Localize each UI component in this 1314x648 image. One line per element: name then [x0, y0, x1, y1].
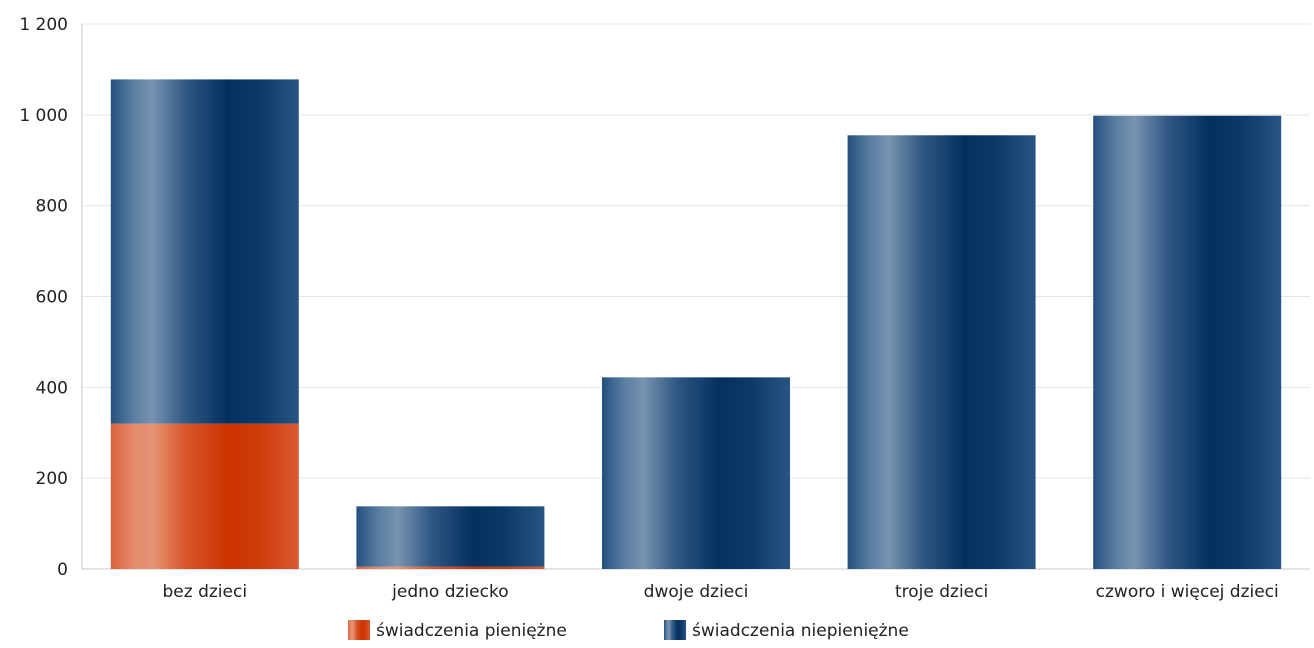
y-tick-label: 0 [57, 560, 68, 580]
y-tick-labels: 0 200 400 600 800 1 000 1 200 [19, 15, 68, 580]
y-tick-label: 1 000 [19, 106, 68, 126]
y-tick-label: 800 [36, 197, 68, 217]
y-tick-label: 400 [36, 378, 68, 398]
legend-label: świadczenia pieniężne [376, 621, 567, 641]
x-tick-label: jedno dziecko [391, 582, 508, 602]
bar-niepieniezne [356, 506, 545, 567]
legend-label: świadczenia niepieniężne [692, 621, 909, 641]
x-tick-label: bez dzieci [163, 582, 248, 602]
legend-swatch [664, 620, 686, 640]
bar-pieniezne [110, 423, 299, 569]
y-tick-label: 600 [36, 288, 68, 308]
bar-niepieniezne [602, 377, 790, 569]
y-tick-label: 1 200 [19, 15, 68, 35]
x-tick-label: dwoje dzieci [644, 582, 749, 602]
bar-niepieniezne [847, 135, 1036, 570]
bar-niepieniezne [1093, 115, 1282, 569]
bar-niepieniezne [110, 79, 299, 424]
x-tick-labels: bez dzieci jedno dziecko dwoje dzieci troje… [163, 582, 1279, 602]
legend: świadczenia pieniężne świadczenia niepien… [348, 620, 909, 641]
bars [110, 79, 1282, 570]
x-tick-label: czworo i więcej dzieci [1096, 582, 1279, 602]
bar-pieniezne [356, 566, 545, 569]
legend-swatch [348, 620, 370, 640]
y-tick-label: 200 [36, 469, 68, 489]
x-tick-label: troje dzieci [895, 582, 988, 602]
